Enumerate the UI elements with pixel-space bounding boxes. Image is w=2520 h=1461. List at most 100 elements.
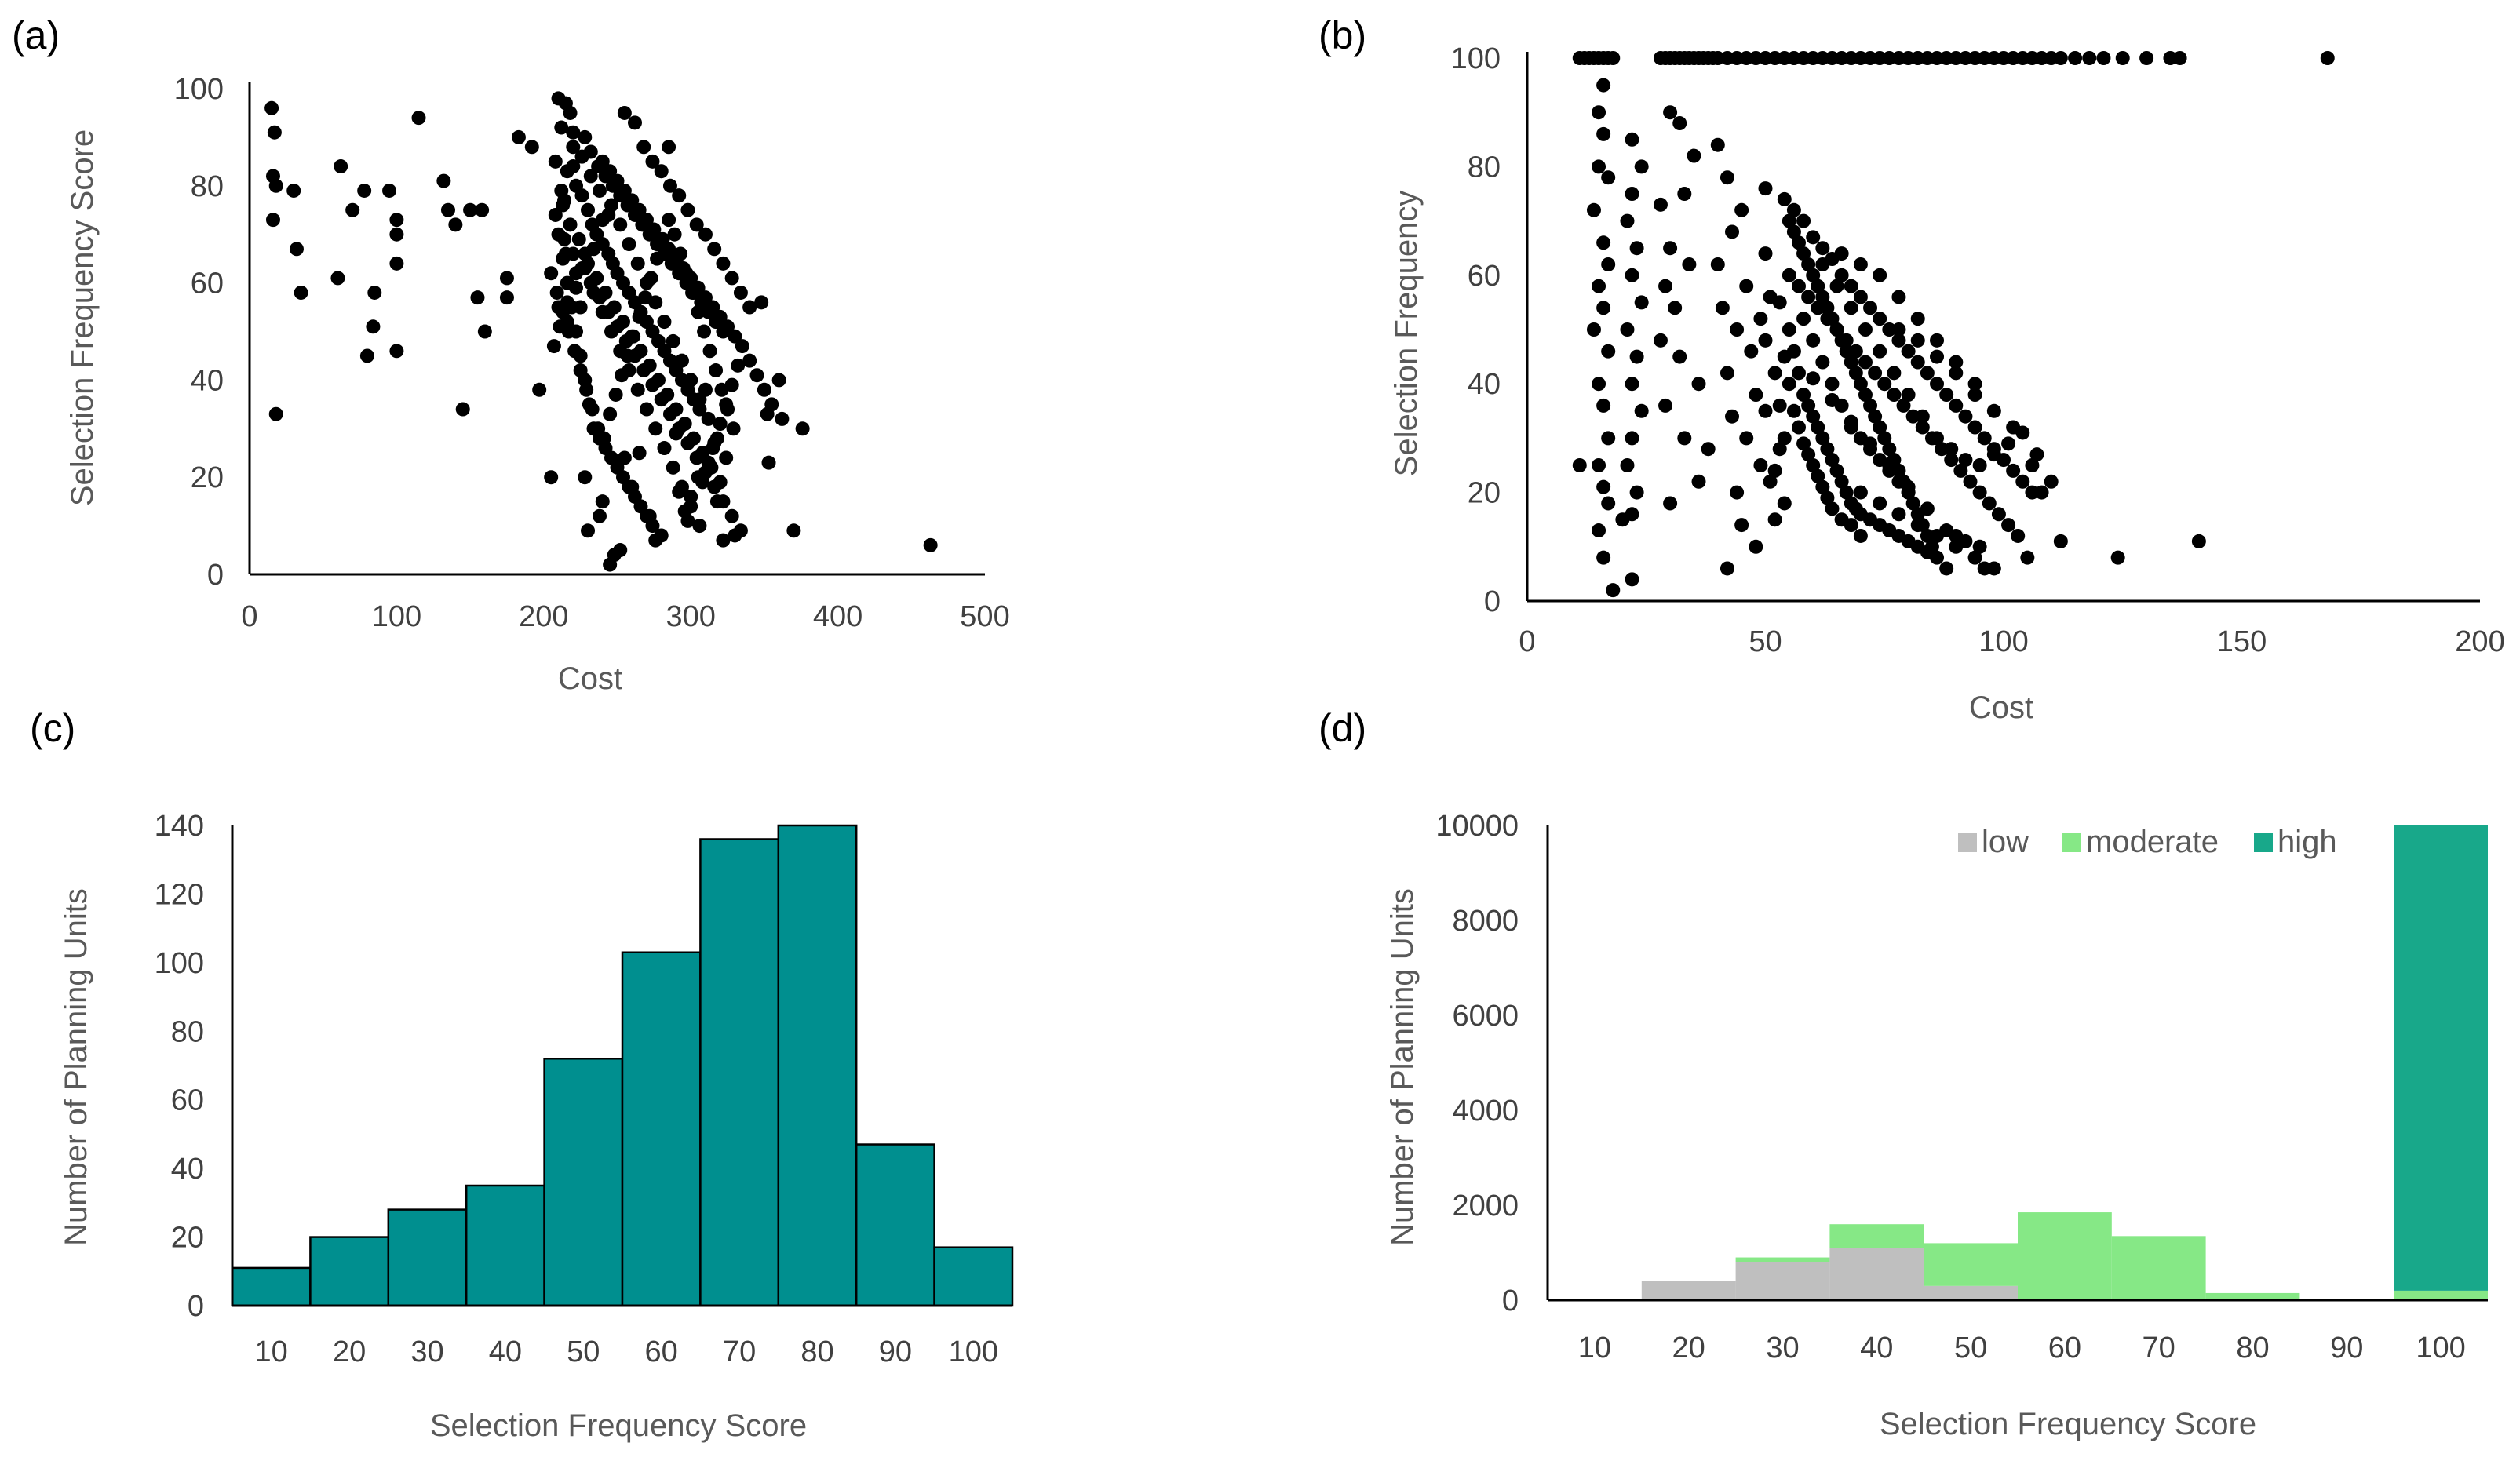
panel-b-point xyxy=(1629,349,1644,364)
panel-b-point xyxy=(1834,268,1849,282)
panel-a-point xyxy=(664,256,679,271)
panel-b-point xyxy=(1829,463,1844,478)
panel-a-point xyxy=(923,537,938,552)
panel-b-point xyxy=(1825,377,1840,392)
panel-d-y-tick-label: 10000 xyxy=(1435,810,1519,843)
panel-a-point xyxy=(622,363,636,378)
panel-a-point xyxy=(684,489,698,504)
panel-b-point xyxy=(1806,268,1821,282)
panel-b-point xyxy=(1882,458,1897,472)
panel-b-point xyxy=(1806,230,1821,245)
panel-b-point xyxy=(1967,388,1982,403)
panel-b-point xyxy=(1858,322,1873,337)
panel-a-point xyxy=(345,202,360,217)
panel-a-point xyxy=(655,231,670,246)
panel-b-point xyxy=(1601,170,1616,185)
panel-a-point xyxy=(761,455,776,470)
panel-a-point xyxy=(795,421,810,436)
panel-b-point xyxy=(1910,333,1925,348)
panel-c-y-axis-title: Number of Planning Units xyxy=(59,888,93,1246)
panel-a-point xyxy=(334,159,348,174)
panel-a-x-tick-label: 300 xyxy=(666,600,715,633)
panel-a-point xyxy=(635,217,650,232)
panel-b-point xyxy=(2053,51,2068,65)
panel-a-point xyxy=(667,227,682,242)
panel-b-point xyxy=(1939,388,1954,403)
panel-b-point xyxy=(1910,355,1925,370)
panel-b-point xyxy=(1920,366,1935,381)
panel-a-point xyxy=(680,202,695,217)
panel-a-point xyxy=(632,309,647,324)
panel-b-point xyxy=(1672,116,1687,131)
panel-a-point xyxy=(591,159,606,174)
panel-b-y-tick-label: 80 xyxy=(1468,151,1501,184)
panel-d-bar-low xyxy=(1829,1248,1924,1300)
panel-b-point xyxy=(1882,442,1897,457)
panel-b-point xyxy=(1749,539,1763,554)
panel-b-point xyxy=(1625,507,1639,522)
panel-b-x-tick-label: 0 xyxy=(1519,625,1535,658)
panel-a-point xyxy=(286,183,301,198)
panel-b-y-tick-label: 60 xyxy=(1468,260,1501,293)
panel-a-point xyxy=(593,508,607,523)
panel-b-point xyxy=(1958,409,1973,424)
panel-b-point xyxy=(1834,246,1849,261)
panel-a-point xyxy=(470,290,485,305)
legend-swatch-high xyxy=(2254,833,2273,852)
panel-d-x-tick-label: 30 xyxy=(1766,1332,1799,1364)
panel-b-point xyxy=(1777,191,1792,206)
panel-a-point xyxy=(553,319,567,334)
panel-b-point xyxy=(1873,268,1887,282)
panel-d-y-axis-title: Number of Planning Units xyxy=(1385,888,1420,1246)
panel-b-point xyxy=(2020,550,2035,565)
panel-b-point xyxy=(1758,246,1773,261)
panel-b-scatter: (b) Cost Selection Frequency 0 50 100 150 20… xyxy=(1318,13,2505,725)
panel-a-point xyxy=(389,256,404,271)
panel-a-point xyxy=(742,300,757,315)
panel-b-point xyxy=(1839,333,1854,348)
panel-a-marks: 0 100 200 300 400 500 0 20 40 60 80 100 xyxy=(174,73,1010,633)
panel-a-point xyxy=(593,290,607,305)
panel-b-point xyxy=(1967,377,1982,392)
panel-a-point xyxy=(707,242,722,257)
panel-a-y-tick-label: 40 xyxy=(191,364,224,397)
panel-a-point xyxy=(586,242,601,257)
panel-d-y-tick-label: 0 xyxy=(1502,1284,1519,1317)
panel-a-x-tick-label: 100 xyxy=(372,600,421,633)
panel-b-point xyxy=(1853,377,1868,392)
panel-b-point xyxy=(1930,377,1945,392)
panel-a-point xyxy=(382,183,397,198)
panel-d-legend: low moderate high xyxy=(1958,825,2337,859)
panel-a-x-axis-title: Cost xyxy=(558,661,622,696)
panel-a-point xyxy=(330,271,345,286)
panel-b-point xyxy=(2029,447,2044,462)
panel-b-point xyxy=(1801,447,1816,462)
panel-b-point xyxy=(1625,132,1639,147)
panel-a-point xyxy=(294,285,308,300)
panel-a-point xyxy=(764,397,779,412)
panel-b-point xyxy=(2068,51,2083,65)
panel-a-point xyxy=(268,178,283,193)
panel-b-point xyxy=(1949,366,1964,381)
panel-a-point xyxy=(571,231,586,246)
panel-b-point xyxy=(1625,572,1639,587)
panel-b-point xyxy=(1777,496,1792,511)
panel-b-point xyxy=(1815,241,1830,256)
panel-d-bar-high xyxy=(2394,825,2488,1291)
panel-b-point xyxy=(1815,431,1830,446)
panel-a-point xyxy=(685,285,700,300)
panel-a-point xyxy=(724,508,739,523)
panel-d-x-tick-label: 50 xyxy=(1954,1332,1987,1364)
panel-b-point xyxy=(1658,398,1673,413)
legend-label-low: low xyxy=(1982,825,2029,859)
panel-b-point xyxy=(1815,479,1830,494)
panel-d-bar-moderate xyxy=(2394,1290,2488,1300)
panel-a-point xyxy=(645,154,660,169)
panel-c-y-tick-label: 80 xyxy=(171,1015,204,1048)
panel-b-point xyxy=(2172,51,2187,65)
panel-b-point xyxy=(1853,257,1868,271)
panel-b-point xyxy=(1863,301,1878,315)
panel-a-point xyxy=(775,411,790,426)
panel-a-point xyxy=(411,111,426,126)
panel-b-point xyxy=(1753,312,1768,326)
